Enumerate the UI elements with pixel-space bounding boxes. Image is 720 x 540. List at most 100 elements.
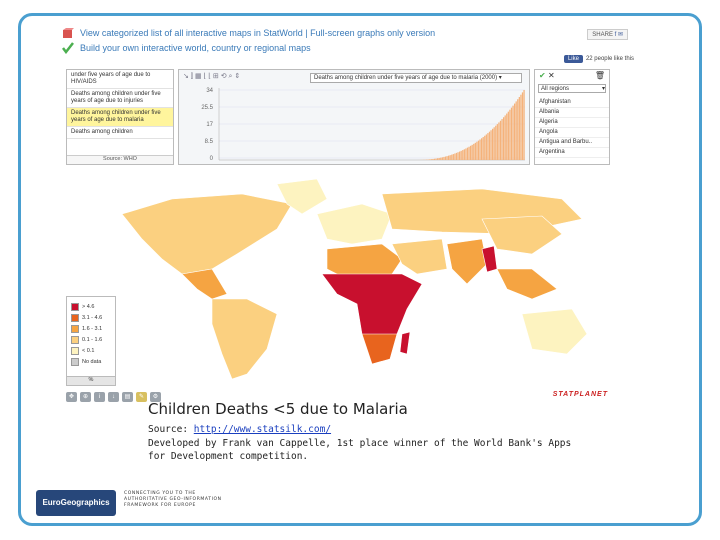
country-bar[interactable] — [485, 134, 487, 160]
country-bar[interactable] — [488, 131, 491, 160]
info-icon[interactable]: i — [94, 392, 105, 402]
indicator-dropdown[interactable]: Deaths among children under five years o… — [310, 73, 522, 83]
table-icon[interactable]: ▤ — [122, 392, 133, 402]
country-bar[interactable] — [498, 122, 500, 160]
indicator-list[interactable]: under five years of age due to HIV/AIDS … — [66, 69, 174, 165]
country-bar[interactable] — [470, 145, 472, 160]
country-item[interactable]: Antigua and Barbu.. — [535, 138, 609, 148]
source-link[interactable]: http://www.statsilk.com/ — [193, 424, 332, 435]
country-bar[interactable] — [517, 99, 519, 160]
country-bar[interactable] — [512, 105, 514, 160]
country-bar[interactable] — [468, 146, 470, 160]
country-bar[interactable] — [455, 152, 458, 160]
country-bar[interactable] — [503, 117, 505, 160]
check-icon[interactable]: ✔ — [539, 71, 546, 80]
country-bar[interactable] — [509, 109, 511, 160]
country-bar[interactable] — [521, 92, 524, 160]
country-bar[interactable] — [510, 107, 513, 160]
country-item[interactable]: Argentina — [535, 148, 609, 158]
country-bar[interactable] — [463, 149, 465, 160]
country-bar[interactable] — [484, 135, 486, 160]
country-bar[interactable] — [507, 111, 509, 160]
map-region-middle-east[interactable] — [391, 238, 448, 275]
map-region-south-asia[interactable] — [446, 238, 488, 285]
country-bar[interactable] — [429, 159, 431, 160]
country-bar[interactable] — [501, 119, 503, 160]
settings-icon[interactable]: ⚙ — [150, 392, 161, 402]
map-region-southeast-asia[interactable] — [496, 268, 558, 300]
region-toolbar[interactable]: ✔ ✕ 🗑 — [535, 70, 609, 84]
country-bar[interactable] — [449, 155, 451, 160]
country-bar[interactable] — [446, 156, 448, 160]
maps-list-link[interactable]: View categorized list of all interactive… — [80, 28, 436, 38]
map-region-southern-africa[interactable] — [361, 333, 398, 365]
build-maps-link[interactable]: Build your own interactive world, countr… — [80, 43, 311, 53]
country-bar[interactable] — [479, 139, 481, 160]
country-bar[interactable] — [435, 158, 437, 160]
map-region-madagascar[interactable] — [399, 331, 411, 355]
country-bar[interactable] — [433, 158, 436, 160]
country-bar[interactable] — [523, 90, 525, 160]
map-region-europe[interactable] — [316, 203, 393, 245]
country-bar[interactable] — [492, 128, 494, 160]
share-button[interactable]: SHARE f ✉ — [587, 29, 628, 40]
country-bar[interactable] — [487, 133, 489, 160]
country-item[interactable]: Albania — [535, 108, 609, 118]
country-bar[interactable] — [471, 144, 473, 160]
like-button[interactable]: Like — [563, 55, 583, 63]
country-bar[interactable] — [441, 157, 443, 160]
country-bar[interactable] — [518, 96, 520, 160]
country-bar[interactable] — [481, 138, 483, 160]
indicator-item[interactable]: Deaths among children under five years o… — [67, 89, 173, 108]
download-icon[interactable]: ↓ — [108, 392, 119, 402]
country-item[interactable]: Algeria — [535, 118, 609, 128]
country-bar[interactable] — [451, 154, 453, 160]
country-bar[interactable] — [459, 151, 461, 160]
indicator-item-selected[interactable]: Deaths among children under five years o… — [67, 108, 173, 127]
country-bar[interactable] — [477, 140, 480, 160]
country-bar[interactable] — [482, 137, 484, 160]
country-bar[interactable] — [474, 142, 476, 160]
country-bar[interactable] — [430, 159, 432, 160]
map-region-australia[interactable] — [521, 308, 588, 355]
country-bar[interactable] — [495, 125, 497, 160]
country-bar[interactable] — [457, 152, 459, 160]
world-map[interactable] — [62, 174, 622, 394]
close-icon[interactable]: ✕ — [547, 71, 555, 80]
country-bar[interactable] — [438, 157, 440, 160]
pan-icon[interactable]: ✥ — [66, 392, 77, 402]
country-bar[interactable] — [476, 141, 478, 160]
indicator-item[interactable]: Deaths among children — [67, 127, 173, 139]
note-icon[interactable]: ✎ — [136, 392, 147, 402]
country-bar[interactable] — [448, 155, 450, 160]
zoom-icon[interactable]: ⊕ — [80, 392, 91, 402]
country-bar[interactable] — [490, 130, 492, 160]
country-bar[interactable] — [499, 120, 502, 160]
country-bar[interactable] — [514, 103, 516, 160]
country-bar[interactable] — [444, 156, 447, 160]
country-bar[interactable] — [460, 150, 462, 160]
graph-toolbar[interactable]: ↘ ⫿ ▦ ⌊ ⌊ ⊞ ⟲ ⌕ ⇕ — [183, 73, 241, 80]
country-bar[interactable] — [496, 124, 498, 160]
country-bar[interactable] — [515, 101, 517, 160]
country-bar[interactable] — [443, 156, 445, 160]
map-region-myanmar[interactable] — [481, 245, 498, 273]
country-bar[interactable] — [504, 115, 506, 160]
country-bar[interactable] — [493, 127, 495, 160]
country-bar[interactable] — [473, 143, 475, 160]
country-item[interactable]: Afghanistan — [535, 98, 609, 108]
map-region-central-america[interactable] — [181, 268, 228, 300]
country-bar[interactable] — [506, 113, 508, 160]
map-region-east-asia[interactable] — [481, 215, 563, 255]
build-maps-link-row[interactable]: Build your own interactive world, countr… — [62, 42, 311, 54]
country-bar[interactable] — [465, 148, 467, 160]
region-dropdown[interactable]: All regions ▾ — [538, 84, 606, 93]
country-bar[interactable] — [454, 153, 456, 160]
map-region-greenland[interactable] — [276, 178, 328, 215]
country-bar[interactable] — [520, 94, 522, 160]
country-item[interactable]: Angola — [535, 128, 609, 138]
map-region-north-america[interactable] — [121, 193, 293, 275]
country-bar[interactable] — [437, 158, 439, 160]
country-bar[interactable] — [440, 157, 442, 160]
country-bar[interactable] — [432, 158, 434, 160]
